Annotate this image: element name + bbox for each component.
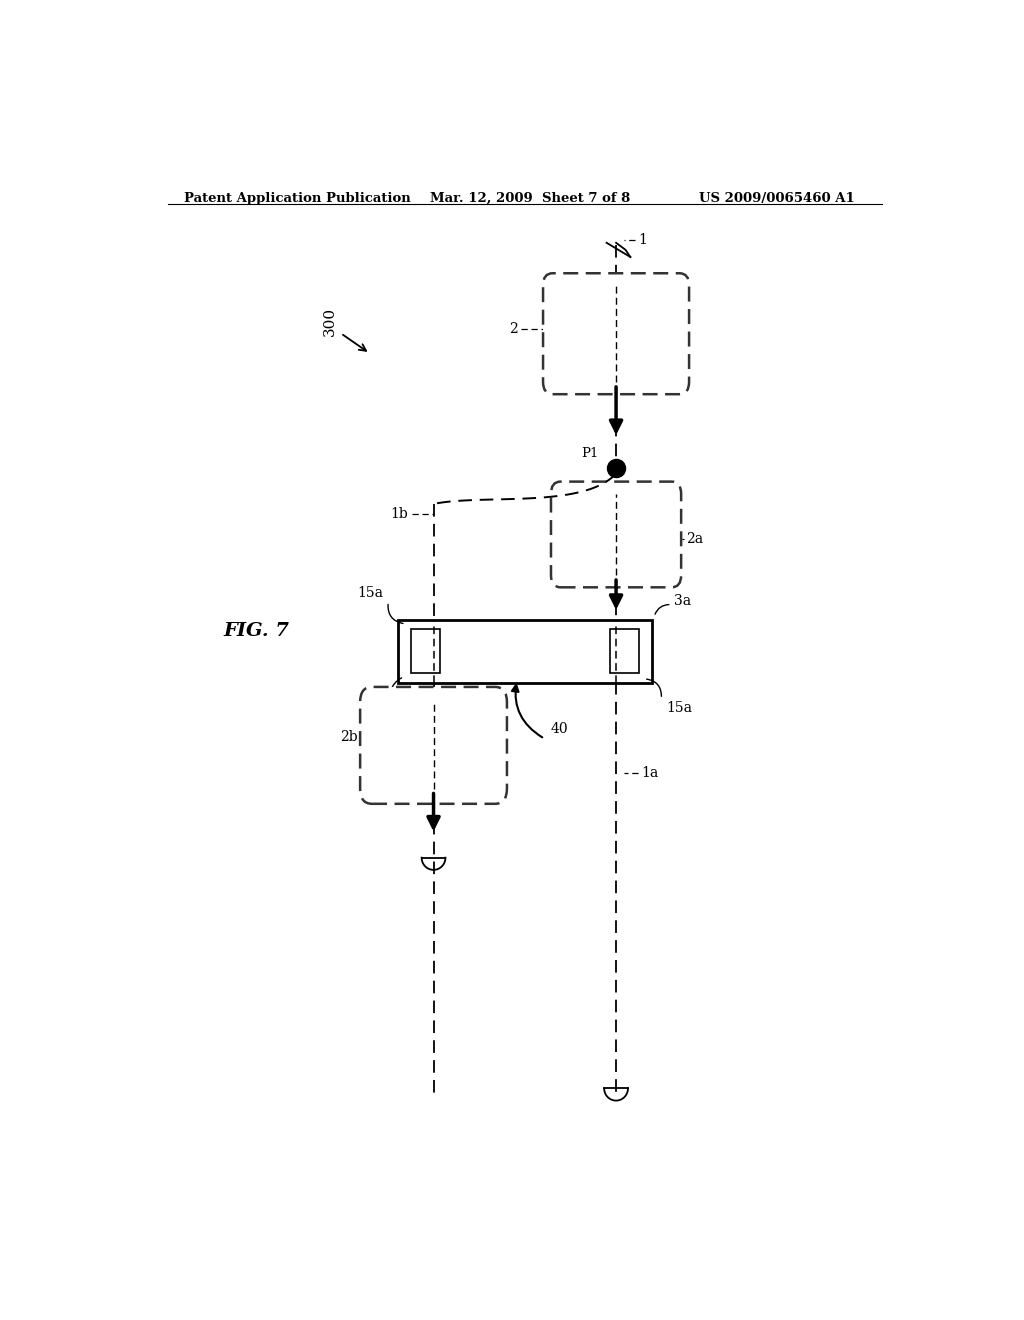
Text: 3a: 3a xyxy=(674,594,691,607)
Text: 2a: 2a xyxy=(686,532,703,545)
Bar xyxy=(411,630,439,673)
FancyBboxPatch shape xyxy=(543,273,689,395)
Text: 3b: 3b xyxy=(369,698,386,711)
Text: FIG. 7: FIG. 7 xyxy=(223,622,289,640)
Text: 1: 1 xyxy=(638,232,647,247)
Text: Mar. 12, 2009  Sheet 7 of 8: Mar. 12, 2009 Sheet 7 of 8 xyxy=(430,191,630,205)
Text: 300: 300 xyxy=(324,306,337,335)
Text: Patent Application Publication: Patent Application Publication xyxy=(183,191,411,205)
FancyBboxPatch shape xyxy=(551,482,681,587)
Text: 1b: 1b xyxy=(390,507,409,521)
Text: 2b: 2b xyxy=(340,730,357,743)
Text: P1: P1 xyxy=(582,447,599,461)
Text: 15a: 15a xyxy=(357,586,384,599)
Bar xyxy=(610,630,639,673)
Text: 1a: 1a xyxy=(641,767,658,780)
FancyBboxPatch shape xyxy=(360,686,507,804)
Bar xyxy=(397,620,651,682)
Text: 2: 2 xyxy=(509,322,518,335)
Text: 40: 40 xyxy=(550,722,568,735)
Text: US 2009/0065460 A1: US 2009/0065460 A1 xyxy=(699,191,855,205)
Text: 15a: 15a xyxy=(666,701,692,715)
